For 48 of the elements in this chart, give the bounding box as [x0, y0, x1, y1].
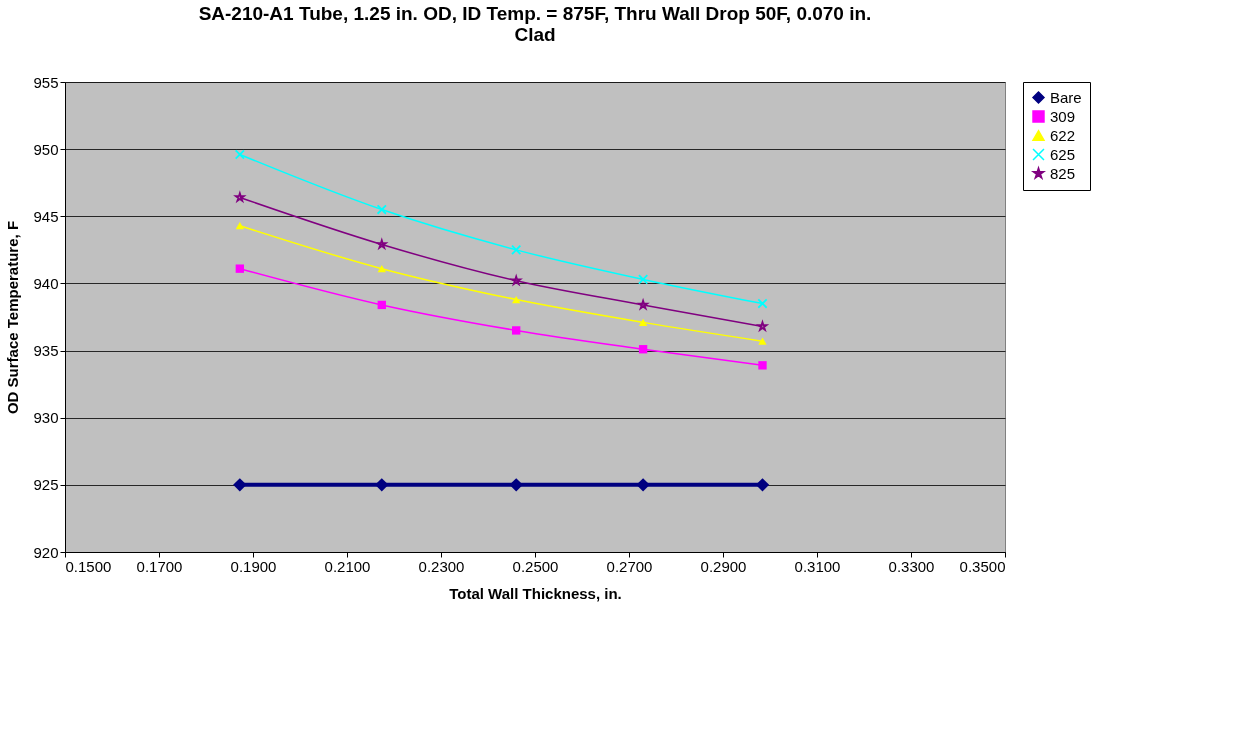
- y-tick-label: 925: [33, 476, 59, 494]
- point: [758, 361, 767, 370]
- text: SA-210-A1 Tube, 1.25 in. OD, ID Temp. = 875F, Thru Wall Drop 50F, 0.070 in.: [198, 3, 872, 24]
- y-axis-title: OD Surface Temperature, F: [4, 220, 22, 415]
- point: [509, 478, 523, 492]
- point: [638, 345, 648, 354]
- y-tick-label: 935: [33, 342, 59, 360]
- point: [755, 478, 770, 492]
- point: [376, 204, 387, 215]
- y-tick-label: 950: [33, 140, 59, 158]
- point: [758, 337, 767, 345]
- y-tick-label: 940: [33, 274, 59, 292]
- point: [757, 298, 768, 309]
- point: [377, 265, 386, 273]
- legend-label: Bare: [1050, 88, 1082, 106]
- point: [233, 478, 247, 492]
- point: [375, 478, 389, 492]
- legend-label: 625: [1050, 145, 1076, 163]
- point: [636, 478, 650, 492]
- x-axis-title: Total Wall Thickness, in.: [449, 584, 622, 602]
- point: [512, 295, 521, 304]
- point: [638, 318, 648, 326]
- x-tick-label: 0.3100: [794, 557, 841, 575]
- x-tick-label: 0.3300: [888, 557, 935, 575]
- y-tick-label: 945: [33, 207, 59, 225]
- x-tick-label: 0.3500: [959, 557, 1006, 575]
- point: [234, 149, 245, 160]
- point: [235, 264, 245, 273]
- y-tick-label: 955: [33, 73, 59, 91]
- y-tick-label: 930: [33, 409, 59, 427]
- y-tick-label: 920: [33, 543, 59, 561]
- point: [235, 222, 245, 230]
- x-tick-label: 0.2500: [512, 557, 559, 575]
- x-tick-label: 0.2900: [700, 557, 747, 575]
- legend-label: 622: [1050, 126, 1076, 144]
- x-tick-label: 0.2100: [324, 557, 371, 575]
- point: [377, 300, 386, 310]
- x-tick-label: 0.2700: [606, 557, 653, 575]
- x-tick-label: 0.1500: [65, 557, 112, 575]
- point: [512, 326, 521, 335]
- legend-label: 825: [1050, 164, 1076, 182]
- point: [511, 244, 522, 255]
- x-tick-label: 0.1900: [230, 557, 277, 575]
- point: [638, 274, 649, 285]
- x-tick-label: 0.2300: [418, 557, 465, 575]
- x-tick-label: 0.1700: [136, 557, 183, 575]
- legend-label: 309: [1050, 107, 1076, 125]
- text: Clad: [514, 24, 556, 45]
